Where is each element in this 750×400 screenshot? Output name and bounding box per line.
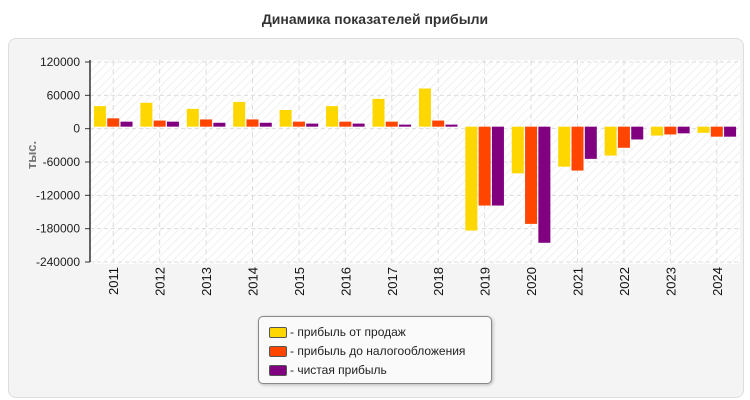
bar-2017-series-2: [385, 121, 398, 127]
y-tick-label: -240000: [36, 255, 80, 269]
bar-2020-series-1: [511, 126, 524, 174]
x-tick-label: 2015: [292, 267, 307, 296]
bar-2023-series-1: [651, 126, 664, 136]
bar-2024-series-2: [710, 126, 723, 137]
bar-2018-series-2: [432, 120, 445, 127]
y-tick-label: 0: [73, 122, 80, 136]
bar-2022-series-2: [617, 126, 630, 148]
legend-item: - прибыль до налогообложения: [269, 344, 465, 358]
bar-2018-series-1: [418, 88, 431, 127]
bar-2019-series-1: [465, 126, 478, 231]
bar-2013-series-2: [200, 119, 213, 127]
bar-2021-series-3: [584, 126, 597, 159]
bar-2016-series-1: [326, 106, 339, 127]
y-tick-label: 120000: [40, 55, 80, 69]
bar-2015-series-1: [279, 110, 292, 127]
x-tick-label: 2020: [524, 267, 539, 296]
y-axis-label: тыс.: [24, 141, 39, 169]
y-tick-label: -60000: [43, 155, 81, 169]
x-tick-label: 2021: [571, 267, 586, 296]
bar-2016-series-3: [352, 123, 365, 127]
bar-2018-series-3: [445, 124, 458, 127]
bar-2011-series-3: [120, 121, 133, 127]
y-tick-label: -180000: [36, 222, 80, 236]
chart-title: Динамика показателей прибыли: [261, 11, 489, 27]
legend-swatch: [269, 364, 287, 376]
bar-2021-series-1: [558, 126, 571, 167]
x-tick-label: 2019: [478, 267, 493, 296]
legend-swatch: [269, 326, 287, 338]
bar-2012-series-3: [166, 121, 179, 127]
x-tick-label: 2016: [338, 267, 353, 296]
bar-2017-series-1: [372, 98, 385, 127]
bar-2022-series-1: [604, 126, 617, 156]
bar-2017-series-3: [399, 124, 412, 127]
x-tick-label: 2023: [663, 267, 678, 296]
x-tick-label: 2011: [106, 267, 121, 295]
legend-label: - прибыль от продаж: [290, 325, 406, 339]
bar-2015-series-3: [306, 123, 319, 127]
x-tick-label: 2018: [431, 267, 446, 296]
x-tick-label: 2013: [199, 267, 214, 296]
bar-2014-series-1: [233, 101, 246, 127]
bar-2013-series-3: [213, 122, 226, 127]
bar-2011-series-1: [93, 106, 106, 127]
x-tick-label: 2024: [710, 267, 725, 296]
bar-2023-series-3: [677, 126, 690, 134]
x-tick-label: 2017: [385, 267, 400, 296]
legend-label: - прибыль до налогообложения: [290, 344, 466, 358]
x-tick-label: 2014: [246, 267, 261, 296]
legend-item: - прибыль от продаж: [269, 325, 406, 339]
y-tick-label: -120000: [36, 188, 80, 202]
bar-2016-series-2: [339, 121, 352, 127]
legend: - прибыль от продаж - прибыль до налогоо…: [258, 316, 492, 384]
bar-2022-series-3: [631, 126, 644, 140]
bar-2019-series-3: [491, 126, 504, 206]
y-tick-label: 60000: [47, 88, 81, 102]
x-tick-label: 2012: [153, 267, 168, 296]
bar-2020-series-3: [538, 126, 551, 243]
bar-2012-series-1: [140, 102, 153, 127]
bar-2014-series-2: [246, 119, 259, 127]
bar-2024-series-3: [724, 126, 737, 137]
bar-2013-series-1: [186, 108, 199, 127]
bar-2024-series-1: [697, 126, 710, 133]
bar-2012-series-2: [153, 120, 166, 127]
bar-2019-series-2: [478, 126, 491, 206]
x-tick-label: 2022: [617, 267, 632, 296]
bar-2023-series-2: [664, 126, 677, 135]
legend-swatch: [269, 345, 287, 357]
bar-2020-series-2: [525, 126, 538, 224]
bar-2011-series-2: [107, 118, 120, 127]
bar-2014-series-3: [259, 122, 272, 127]
bar-2015-series-2: [292, 121, 305, 127]
legend-item: - чистая прибыль: [269, 363, 387, 377]
legend-label: - чистая прибыль: [290, 363, 387, 377]
bar-2021-series-2: [571, 126, 584, 171]
